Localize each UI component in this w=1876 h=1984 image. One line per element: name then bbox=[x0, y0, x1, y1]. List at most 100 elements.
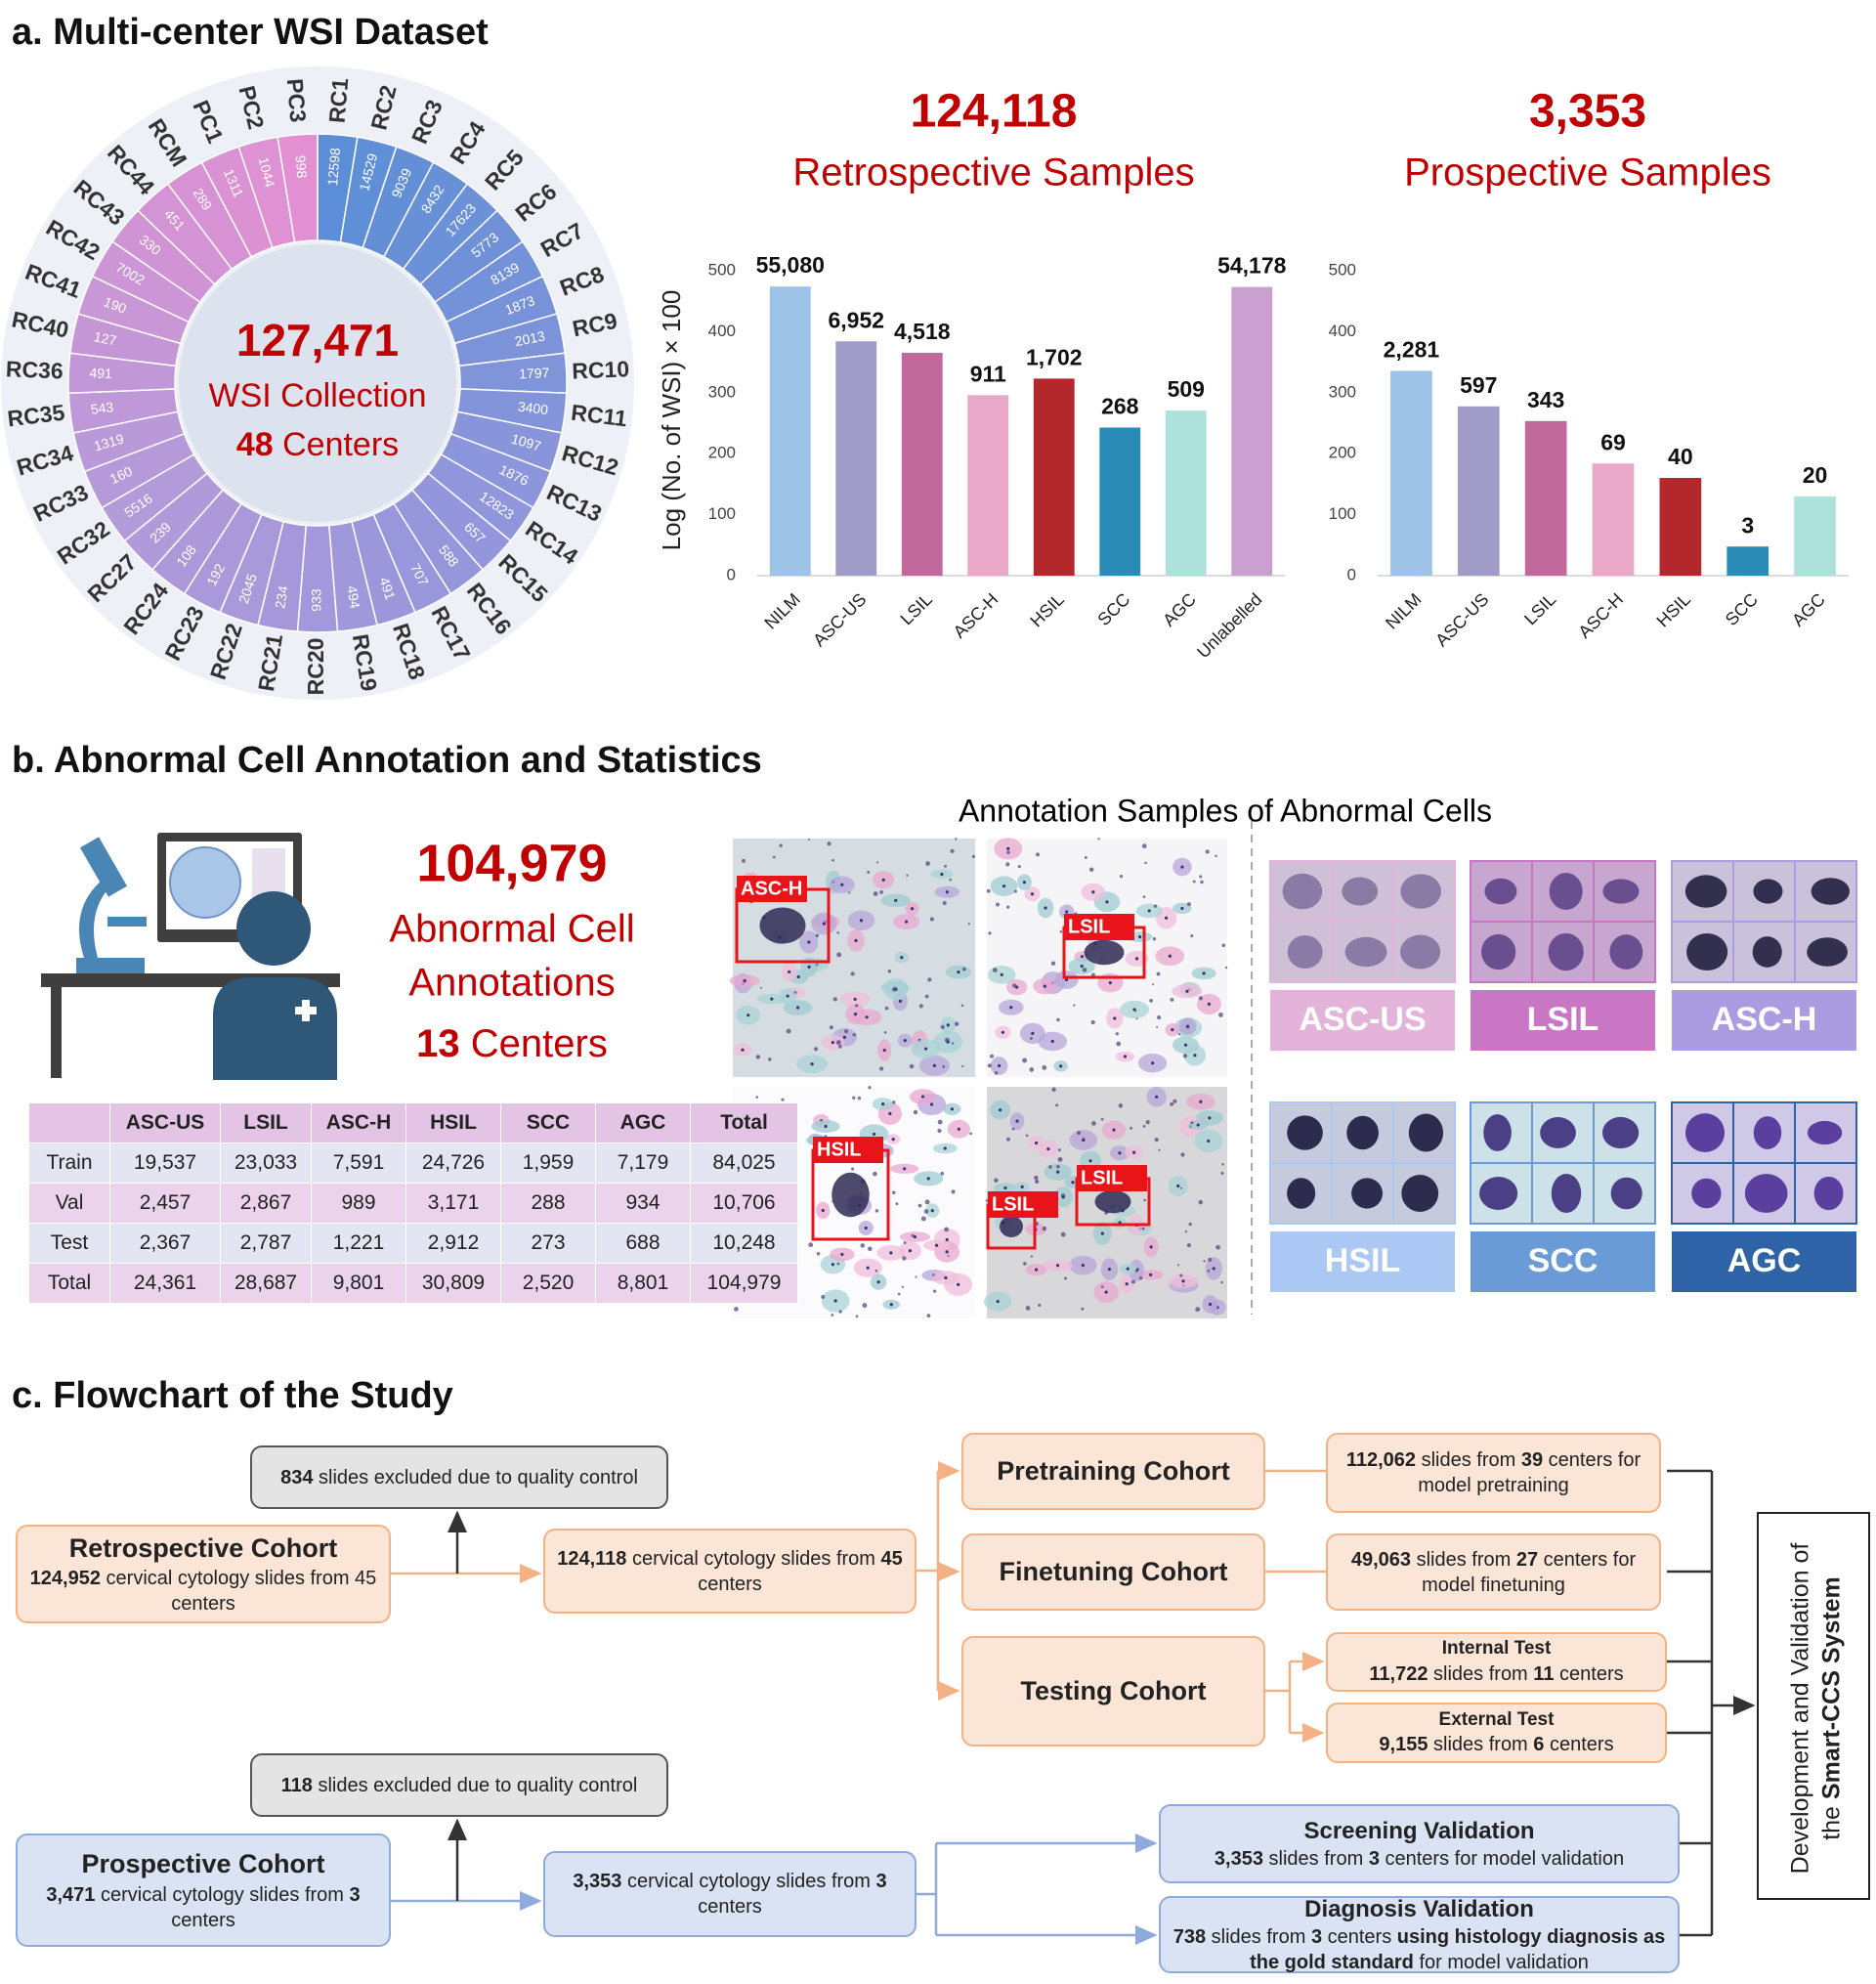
nucleus bbox=[854, 938, 858, 943]
table-row-label: Total bbox=[28, 1263, 110, 1304]
x-tick-label: Unlabelled bbox=[1193, 589, 1265, 662]
x-tick-label: LSIL bbox=[1520, 589, 1559, 628]
cell-nucleus bbox=[1609, 934, 1643, 970]
nucleus bbox=[920, 1095, 925, 1099]
debris bbox=[1158, 1148, 1161, 1151]
debris bbox=[838, 1310, 842, 1314]
bar bbox=[1659, 478, 1702, 576]
debris bbox=[1203, 1260, 1206, 1263]
nucleus bbox=[1031, 1031, 1035, 1035]
nucleus bbox=[1199, 1100, 1203, 1103]
nucleus bbox=[1193, 1054, 1197, 1057]
debris bbox=[1157, 1015, 1162, 1020]
nucleus bbox=[930, 1209, 934, 1213]
nucleus bbox=[1104, 1290, 1108, 1294]
debris bbox=[915, 1275, 917, 1278]
nucleus bbox=[1006, 846, 1010, 850]
segment-value: 127 bbox=[93, 328, 118, 348]
debris bbox=[868, 1246, 873, 1252]
nucleus bbox=[770, 997, 774, 1001]
debris bbox=[848, 891, 851, 894]
nucleus bbox=[1080, 955, 1085, 959]
debris bbox=[850, 971, 855, 976]
table-cell: 989 bbox=[311, 1183, 406, 1224]
nucleus bbox=[881, 1101, 885, 1106]
debris bbox=[879, 889, 883, 894]
segment-value: 998 bbox=[293, 154, 311, 179]
debris bbox=[944, 1037, 950, 1043]
debris bbox=[1025, 1134, 1029, 1138]
debris bbox=[1090, 972, 1095, 977]
debris bbox=[1141, 1227, 1145, 1230]
bar bbox=[1231, 286, 1273, 576]
center-total: 127,471 bbox=[236, 315, 399, 366]
category-tile: ASC-H bbox=[1671, 860, 1857, 1051]
nucleus bbox=[932, 1063, 936, 1067]
bar bbox=[1794, 496, 1836, 576]
cell-nucleus bbox=[1610, 1177, 1642, 1210]
category-label-bar bbox=[1471, 1231, 1655, 1292]
nucleus bbox=[1134, 957, 1139, 961]
box-text-part: cervical cytology slides from 45 centers bbox=[106, 1568, 377, 1616]
debris bbox=[1048, 1165, 1052, 1169]
box-title: Retrospective Cohort bbox=[68, 1532, 338, 1563]
nucleus bbox=[1168, 954, 1172, 958]
debris bbox=[1156, 1025, 1159, 1028]
debris bbox=[855, 1004, 859, 1008]
debris bbox=[824, 1135, 828, 1138]
annotation-label: LSIL bbox=[992, 1193, 1034, 1215]
flow-box: Development and Validation of the Smart-… bbox=[1757, 1512, 1870, 1900]
debris bbox=[855, 1315, 859, 1318]
nucleus bbox=[946, 1023, 950, 1027]
debris bbox=[1179, 1186, 1182, 1189]
debris bbox=[1188, 1222, 1192, 1227]
box-text: 112,062 slides from 39 centers for model… bbox=[1336, 1447, 1651, 1498]
debris bbox=[1208, 1257, 1213, 1263]
cell-nucleus bbox=[1401, 1174, 1439, 1213]
table-cell: 2,787 bbox=[220, 1223, 312, 1264]
box-text-part: 3 bbox=[349, 1883, 361, 1906]
debris bbox=[831, 1314, 834, 1316]
debris bbox=[988, 931, 992, 935]
box-text-part: Smart-CCS System bbox=[1817, 1575, 1845, 1799]
debris bbox=[816, 1251, 821, 1256]
cell-nucleus bbox=[1484, 878, 1517, 905]
debris bbox=[913, 1109, 918, 1115]
x-tick-label: SCC bbox=[1093, 589, 1133, 629]
chart-subtitle: Prospective Samples bbox=[1404, 151, 1771, 194]
debris bbox=[1141, 843, 1147, 849]
value-label: 69 bbox=[1600, 429, 1626, 454]
segment-value: 190 bbox=[102, 293, 129, 316]
debris bbox=[917, 1203, 922, 1208]
debris bbox=[1088, 867, 1094, 872]
flow-box: 3,353 cervical cytology slides from 3 ce… bbox=[543, 1851, 917, 1937]
debris bbox=[951, 1189, 956, 1194]
debris bbox=[1077, 1131, 1082, 1136]
cell-nucleus bbox=[1548, 932, 1584, 971]
box-text-part: 9,155 bbox=[1379, 1734, 1428, 1756]
nucleus bbox=[1080, 964, 1084, 969]
nucleus bbox=[957, 1282, 960, 1286]
debris bbox=[1198, 1199, 1204, 1205]
box-text-part: 27 bbox=[1515, 1548, 1539, 1571]
debris bbox=[1035, 1179, 1040, 1185]
nucleus bbox=[1176, 1184, 1180, 1188]
nucleus bbox=[1022, 881, 1026, 884]
debris bbox=[874, 1270, 878, 1272]
nucleus bbox=[1149, 1245, 1153, 1249]
box-text-part: 3,353 bbox=[573, 1871, 622, 1892]
segment-label: RC10 bbox=[572, 356, 630, 383]
nucleus bbox=[1208, 1302, 1213, 1307]
y-tick-label: 300 bbox=[1329, 382, 1356, 401]
nucleus bbox=[1064, 977, 1069, 982]
debris bbox=[1207, 1270, 1211, 1272]
debris bbox=[813, 1047, 819, 1052]
debris bbox=[1073, 1004, 1076, 1007]
nucleus bbox=[1105, 900, 1109, 904]
debris bbox=[1012, 983, 1017, 988]
nucleus bbox=[891, 1138, 895, 1142]
debris bbox=[1017, 864, 1021, 869]
segment-label: RC1 bbox=[324, 77, 354, 124]
table-cell: 8,801 bbox=[595, 1263, 691, 1304]
abnormal-cell bbox=[1094, 1189, 1131, 1214]
